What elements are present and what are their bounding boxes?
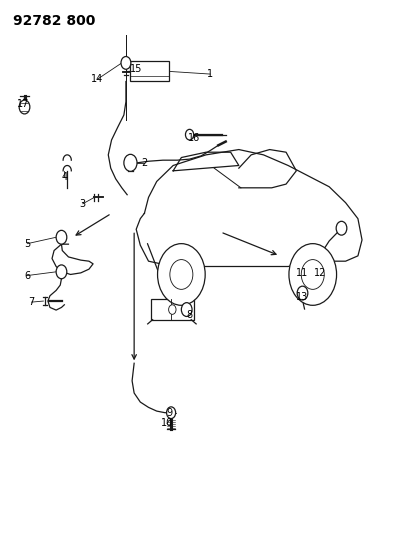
Text: 4: 4 xyxy=(61,172,68,182)
Circle shape xyxy=(166,407,176,418)
Text: 13: 13 xyxy=(296,292,309,302)
Circle shape xyxy=(157,244,205,305)
Circle shape xyxy=(289,244,337,305)
Circle shape xyxy=(297,286,308,300)
Circle shape xyxy=(336,221,347,235)
Circle shape xyxy=(56,230,67,244)
Circle shape xyxy=(121,56,131,69)
Circle shape xyxy=(301,260,324,289)
Text: 16: 16 xyxy=(187,133,200,143)
Text: 10: 10 xyxy=(161,418,173,429)
Text: 92782 800: 92782 800 xyxy=(13,14,96,28)
Text: 7: 7 xyxy=(28,297,35,307)
Text: 11: 11 xyxy=(296,269,309,278)
Text: 6: 6 xyxy=(24,271,30,280)
Bar xyxy=(150,300,194,320)
Circle shape xyxy=(124,155,137,171)
Text: 17: 17 xyxy=(17,99,30,109)
Circle shape xyxy=(181,303,192,317)
Text: 8: 8 xyxy=(187,310,193,320)
Wedge shape xyxy=(285,274,341,311)
Circle shape xyxy=(169,305,176,314)
Wedge shape xyxy=(153,274,209,311)
Circle shape xyxy=(56,265,67,279)
Text: 1: 1 xyxy=(207,69,213,79)
Text: 2: 2 xyxy=(141,158,147,168)
Circle shape xyxy=(170,260,193,289)
Circle shape xyxy=(185,130,194,140)
Text: 3: 3 xyxy=(80,199,86,209)
Circle shape xyxy=(19,100,30,114)
Text: 5: 5 xyxy=(24,239,30,248)
Text: 9: 9 xyxy=(166,408,172,418)
Text: 15: 15 xyxy=(130,64,143,74)
Text: 14: 14 xyxy=(91,75,103,84)
Text: 12: 12 xyxy=(314,269,326,278)
Bar xyxy=(130,61,169,82)
